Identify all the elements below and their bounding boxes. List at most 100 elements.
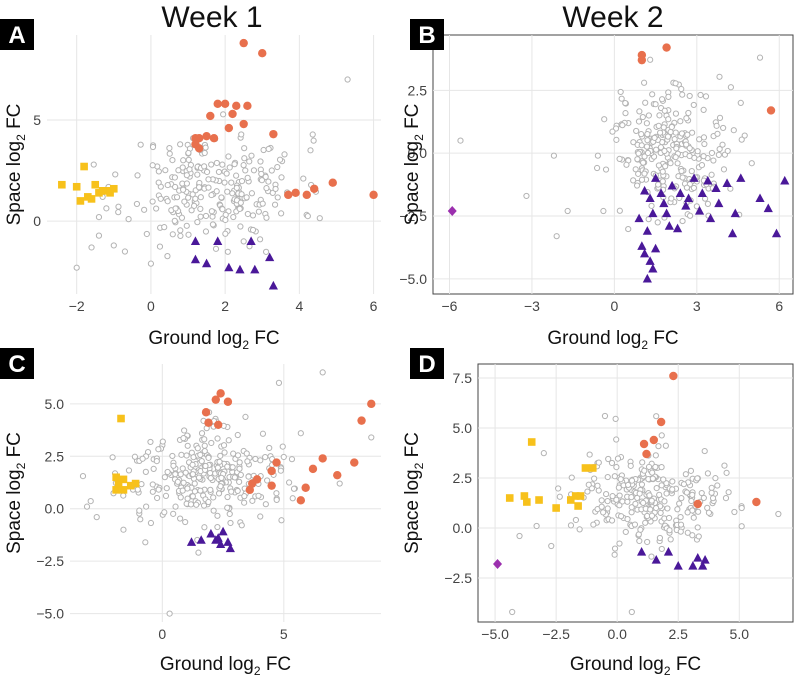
point-nonsignificant bbox=[73, 264, 80, 271]
point-nonsignificant bbox=[651, 134, 658, 141]
point-nonsignificant bbox=[184, 442, 191, 449]
point-nonsignificant bbox=[648, 553, 655, 560]
point-nonsignificant bbox=[705, 509, 713, 516]
point-nonsignificant bbox=[262, 248, 270, 255]
point-nonsignificant bbox=[155, 486, 162, 493]
point-nonsignificant bbox=[194, 219, 201, 226]
x-tick-label: 2 bbox=[221, 298, 229, 314]
point-yellow bbox=[523, 498, 531, 506]
point-nonsignificant bbox=[258, 170, 265, 178]
point-nonsignificant bbox=[676, 500, 683, 507]
point-yellow bbox=[552, 504, 560, 512]
point-orange bbox=[752, 497, 761, 507]
point-nonsignificant bbox=[184, 495, 191, 502]
point-nonsignificant bbox=[225, 153, 232, 160]
point-nonsignificant bbox=[625, 225, 632, 233]
point-nonsignificant bbox=[236, 459, 243, 466]
point-orange bbox=[310, 184, 319, 193]
point-nonsignificant bbox=[727, 84, 734, 91]
point-nonsignificant bbox=[613, 464, 620, 471]
point-nonsignificant bbox=[590, 521, 597, 528]
point-purple bbox=[190, 236, 201, 245]
point-nonsignificant bbox=[688, 168, 695, 175]
point-nonsignificant bbox=[222, 230, 229, 237]
point-purple bbox=[711, 183, 721, 192]
point-orange bbox=[308, 464, 318, 474]
point-purple bbox=[703, 175, 713, 185]
point-nonsignificant bbox=[618, 95, 625, 102]
point-nonsignificant bbox=[548, 542, 555, 550]
point-nonsignificant bbox=[638, 176, 646, 183]
point-yellow bbox=[58, 180, 66, 189]
point-nonsignificant bbox=[137, 141, 144, 148]
point-nonsignificant bbox=[604, 473, 611, 481]
point-nonsignificant bbox=[704, 200, 712, 207]
point-nonsignificant bbox=[79, 473, 87, 480]
point-nonsignificant bbox=[271, 201, 279, 208]
point-yellow bbox=[131, 479, 140, 488]
panel-d: −5.0 −2.5 0.0 2.5 5.0 −2.5 0.0 2.5 5.0 7.5 Ground … bbox=[402, 348, 794, 677]
point-nonsignificant bbox=[630, 139, 637, 146]
point-yellow bbox=[520, 492, 529, 500]
point-nonsignificant bbox=[121, 248, 129, 255]
point-nonsignificant bbox=[608, 517, 616, 524]
column-title-week-1: Week 1 bbox=[161, 1, 262, 34]
point-purple bbox=[246, 236, 256, 245]
point-nonsignificant bbox=[612, 415, 619, 422]
point-nonsignificant bbox=[611, 545, 619, 552]
x-tick-label: 3 bbox=[693, 298, 701, 314]
point-orange bbox=[649, 435, 659, 445]
point-purple bbox=[651, 555, 661, 564]
point-orange bbox=[296, 496, 306, 505]
point-nonsignificant bbox=[275, 379, 283, 386]
point-nonsignificant bbox=[161, 474, 168, 481]
point-nonsignificant bbox=[147, 519, 155, 527]
point-orange bbox=[367, 399, 376, 409]
point-nonsignificant bbox=[708, 489, 715, 496]
point-nonsignificant bbox=[245, 473, 252, 480]
point-nonsignificant bbox=[555, 485, 562, 492]
point-purple bbox=[675, 188, 685, 198]
point-nonsignificant bbox=[208, 208, 215, 215]
point-nonsignificant bbox=[201, 524, 208, 531]
point-orange bbox=[239, 38, 248, 48]
point-nonsignificant bbox=[654, 219, 661, 226]
point-nonsignificant bbox=[643, 120, 650, 127]
point-nonsignificant bbox=[639, 459, 646, 466]
point-nonsignificant bbox=[185, 194, 192, 201]
point-nonsignificant bbox=[628, 477, 636, 484]
point-nonsignificant bbox=[609, 128, 616, 135]
panel-label: D bbox=[418, 351, 435, 378]
point-purple bbox=[223, 537, 233, 546]
points bbox=[447, 43, 790, 283]
point-nonsignificant bbox=[669, 486, 676, 493]
point-nonsignificant bbox=[586, 451, 593, 458]
point-nonsignificant bbox=[595, 459, 602, 466]
point-nonsignificant bbox=[509, 608, 516, 616]
point-nonsignificant bbox=[197, 213, 204, 220]
point-nonsignificant bbox=[177, 471, 184, 478]
point-nonsignificant bbox=[624, 498, 631, 505]
point-nonsignificant bbox=[244, 174, 251, 181]
point-nonsignificant bbox=[636, 490, 643, 497]
point-purple bbox=[224, 262, 234, 272]
point-nonsignificant bbox=[694, 524, 701, 531]
point-nonsignificant bbox=[657, 144, 665, 151]
point-nonsignificant bbox=[679, 91, 686, 98]
point-nonsignificant bbox=[669, 478, 676, 485]
point-nonsignificant bbox=[290, 485, 298, 492]
point-nonsignificant bbox=[627, 462, 634, 469]
point-nonsignificant bbox=[700, 106, 707, 113]
point-orange bbox=[350, 458, 359, 467]
point-nonsignificant bbox=[516, 532, 523, 540]
point-nonsignificant bbox=[193, 501, 200, 508]
point-nonsignificant bbox=[632, 500, 639, 507]
x-tick-label: −2 bbox=[69, 298, 85, 314]
point-nonsignificant bbox=[170, 510, 177, 517]
point-purple bbox=[648, 208, 658, 218]
point-purple bbox=[727, 228, 738, 238]
point-nonsignificant bbox=[150, 465, 157, 473]
point-nonsignificant bbox=[601, 412, 609, 420]
point-purple bbox=[722, 178, 732, 187]
